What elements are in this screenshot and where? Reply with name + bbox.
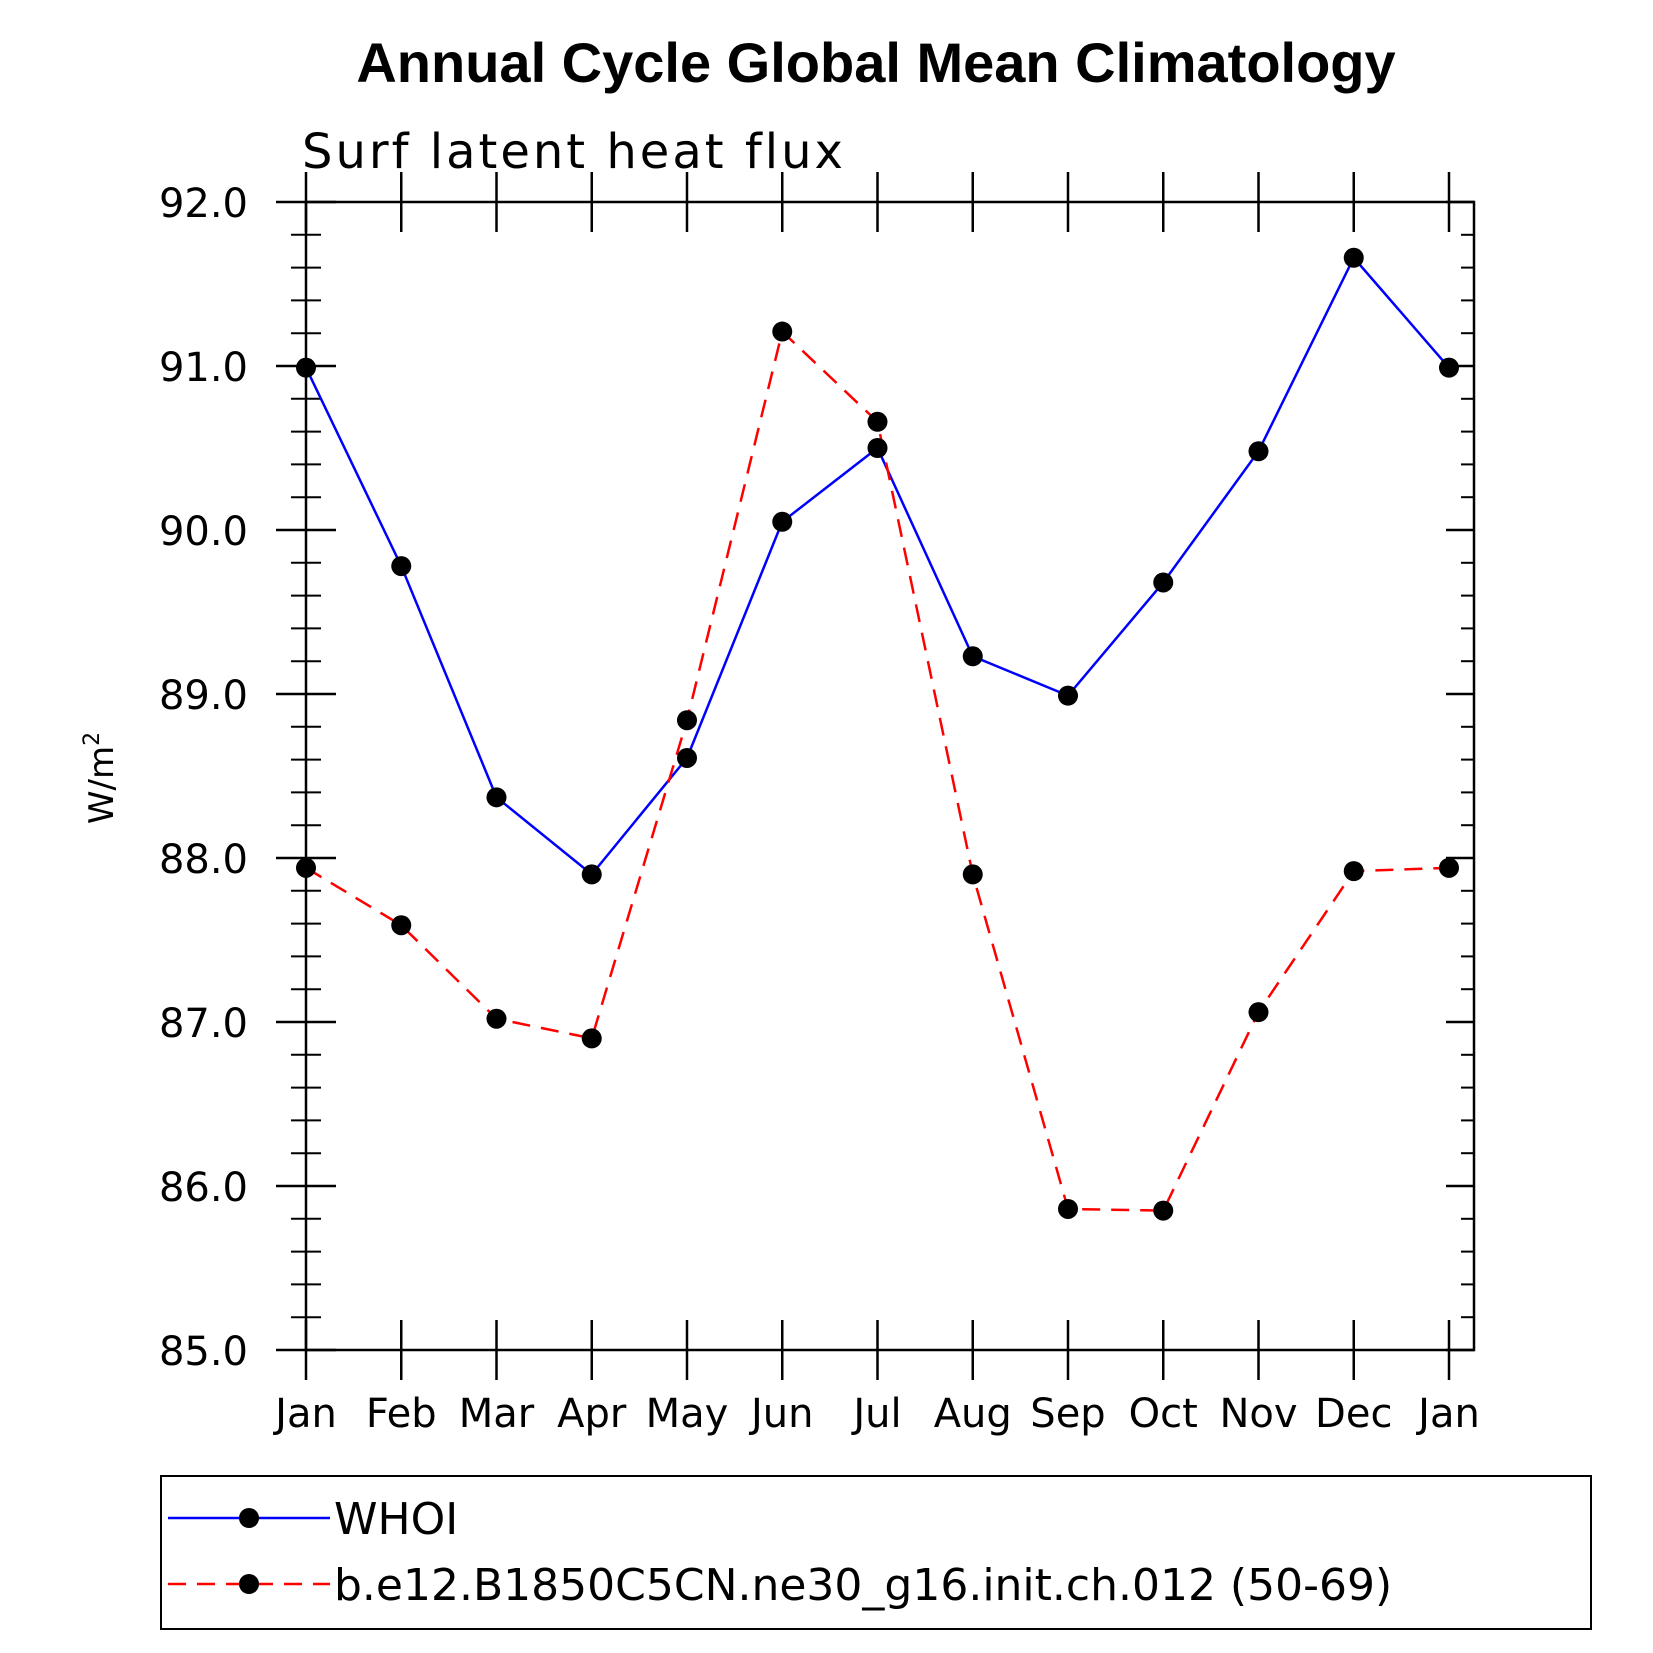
y-tick-label: 92.0 [159, 181, 248, 227]
chart-title: Annual Cycle Global Mean Climatology [356, 31, 1395, 94]
legend-label-model: b.e12.B1850C5CN.ne30_g16.init.ch.012 (50… [334, 1560, 1392, 1611]
y-tick-label: 89.0 [159, 673, 248, 719]
series-0-point [867, 438, 888, 458]
x-tick-label: Aug [934, 1391, 1012, 1437]
chart-subtitle: Surf latent heat flux [302, 124, 846, 180]
legend-marker-model [239, 1574, 259, 1594]
series-line-1 [305, 329, 1450, 1212]
series-1-point [486, 1008, 507, 1029]
x-tick-label: Sep [1030, 1391, 1105, 1437]
legend-label-whoi: WHOI [334, 1494, 458, 1545]
series-1-point [1058, 1198, 1078, 1219]
series-0-point [296, 357, 316, 378]
series-0-point [1439, 357, 1459, 378]
x-tick-label: Jan [1415, 1391, 1480, 1437]
y-tick-label: 90.0 [159, 509, 248, 555]
x-tick-label: Oct [1129, 1391, 1198, 1437]
legend: WHOI b.e12.B1850C5CN.ne30_g16.init.ch.01… [160, 1475, 1592, 1630]
y-axis-label-superscript: 2 [80, 732, 105, 746]
svg-text:W/m2: W/m2 [80, 732, 122, 824]
series-1-point [391, 915, 412, 936]
series-0-point [962, 646, 983, 667]
series-1-point [1439, 857, 1459, 878]
series-0-point [581, 864, 602, 885]
series-1-point [296, 857, 316, 878]
x-tick-label: May [646, 1391, 729, 1437]
y-axis-label: W/m2 [80, 732, 122, 824]
y-axis-label-text: W/m [82, 746, 122, 824]
x-tick-labels: Jan Feb Mar Apr May Jun Jul Aug Sep Oct Nov Dec Jan [272, 1391, 1480, 1437]
y-tick-label: 86.0 [159, 1165, 248, 1211]
series-0-point [391, 556, 412, 577]
x-tick-label: Nov [1219, 1391, 1297, 1437]
legend-box [160, 1475, 1592, 1630]
y-tick-label: 87.0 [159, 1001, 248, 1047]
x-tick-label: Apr [557, 1391, 627, 1437]
series-0-point [486, 787, 507, 808]
series-1-point [677, 710, 697, 731]
y-tick-labels: 85.0 86.0 87.0 88.0 89.0 90.0 91.0 92.0 [159, 181, 248, 1375]
axis-ticks [276, 172, 1474, 1380]
series-0-point [1058, 685, 1078, 706]
x-tick-label: Jan [272, 1391, 337, 1437]
series-0-point [1153, 572, 1174, 593]
series-0-point [1343, 247, 1364, 268]
x-tick-label: Jun [748, 1391, 814, 1437]
x-tick-label: Mar [459, 1391, 535, 1437]
series-line-0 [304, 255, 1450, 877]
series-1-point [1248, 1002, 1269, 1023]
plot-frame [304, 200, 1476, 1352]
y-tick-label: 88.0 [159, 837, 248, 883]
series-1-point [867, 411, 888, 432]
x-tick-label: Feb [366, 1391, 437, 1437]
y-tick-label: 91.0 [159, 345, 248, 391]
y-tick-label: 85.0 [159, 1329, 248, 1375]
series-0-point [1248, 441, 1269, 462]
series-layer [296, 247, 1459, 1221]
legend-marker-whoi [239, 1508, 259, 1528]
series-1-point [772, 321, 793, 342]
series-0-point [772, 511, 793, 532]
series-1-point [1343, 861, 1364, 882]
series-0-point [677, 747, 697, 768]
x-tick-label: Jul [850, 1391, 901, 1437]
series-1-point [962, 864, 983, 885]
series-1-point [1153, 1200, 1174, 1221]
x-tick-label: Dec [1315, 1391, 1392, 1437]
series-1-point [581, 1028, 602, 1049]
